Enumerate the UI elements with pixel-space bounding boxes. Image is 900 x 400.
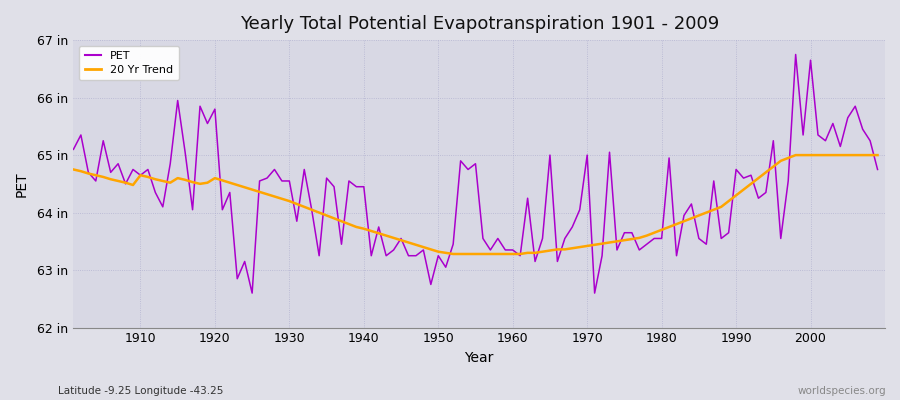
- Text: worldspecies.org: worldspecies.org: [798, 386, 886, 396]
- X-axis label: Year: Year: [464, 351, 494, 365]
- Text: Latitude -9.25 Longitude -43.25: Latitude -9.25 Longitude -43.25: [58, 386, 224, 396]
- Y-axis label: PET: PET: [15, 171, 29, 197]
- Legend: PET, 20 Yr Trend: PET, 20 Yr Trend: [79, 46, 179, 80]
- Title: Yearly Total Potential Evapotranspiration 1901 - 2009: Yearly Total Potential Evapotranspiratio…: [239, 15, 719, 33]
